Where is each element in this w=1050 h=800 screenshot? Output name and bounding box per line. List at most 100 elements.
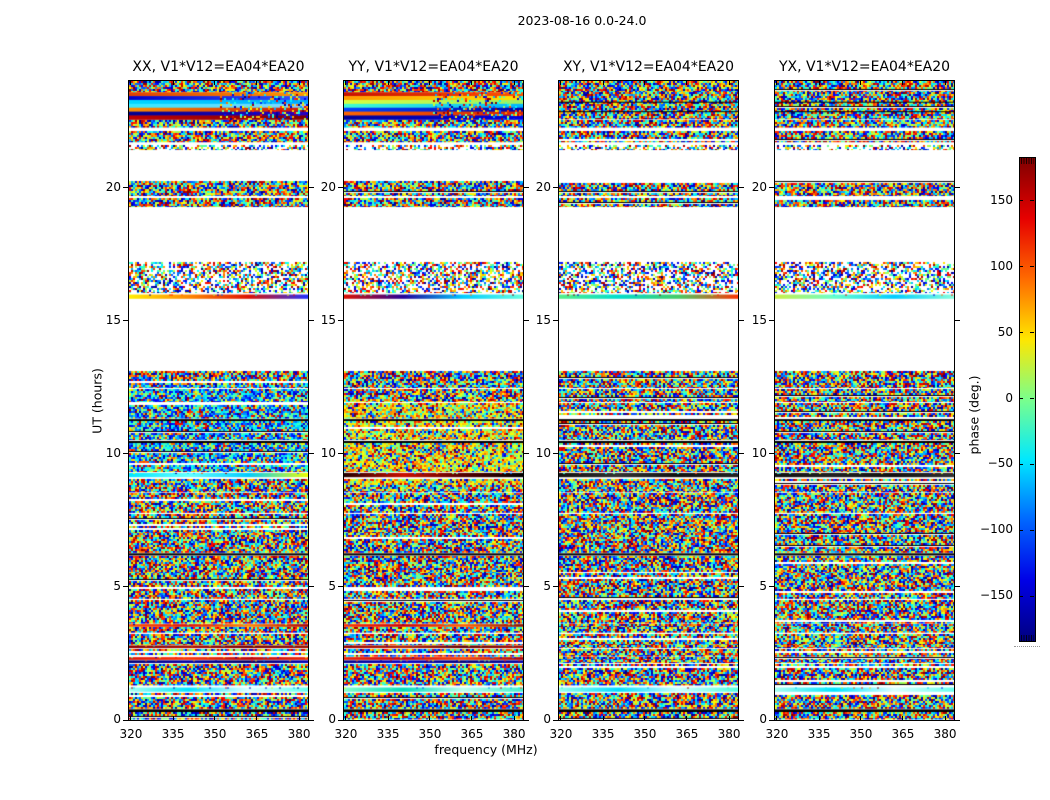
y-tick-mark — [123, 586, 128, 588]
panel-xy — [558, 80, 739, 721]
x-tick-mark — [298, 81, 300, 85]
x-tick-label: 350 — [418, 727, 442, 741]
y-tick-mark — [123, 719, 128, 721]
x-tick-label: 365 — [891, 727, 915, 741]
x-tick-mark — [728, 81, 730, 85]
colorbar-tick-label: −150 — [980, 588, 1013, 603]
y-tick-mark — [955, 320, 960, 322]
panel-canvas-xx — [129, 81, 308, 720]
y-tick-label: 15 — [105, 312, 121, 327]
panel-title-yy: YY, V1*V12=EA04*EA20 — [348, 59, 519, 75]
y-tick-label: 15 — [751, 312, 767, 327]
x-tick-mark — [513, 81, 515, 85]
x-tick-label: 320 — [765, 727, 789, 741]
y-tick-mark — [769, 586, 774, 588]
colorbar-tick-mark — [1019, 463, 1023, 465]
panel-canvas-yx — [775, 81, 954, 720]
x-tick-mark — [602, 716, 604, 720]
x-tick-mark — [345, 81, 347, 85]
colorbar-tick-label: 0 — [1005, 390, 1013, 405]
y-tick-mark — [338, 187, 343, 188]
colorbar — [1019, 157, 1036, 642]
colorbar-tick-mark — [1030, 595, 1034, 597]
y-tick-mark — [769, 187, 774, 188]
y-tick-mark — [553, 719, 558, 721]
x-tick-mark — [686, 716, 688, 720]
x-tick-mark — [860, 81, 862, 85]
y-tick-mark — [309, 320, 314, 322]
x-tick-mark — [130, 716, 132, 720]
x-tick-mark — [214, 81, 216, 85]
y-tick-mark — [123, 453, 128, 455]
y-tick-label: 0 — [759, 712, 767, 726]
x-tick-mark — [345, 716, 347, 720]
x-tick-mark — [776, 716, 778, 720]
colorbar-top-hatch-marks — [1021, 158, 1034, 164]
x-axis-label: frequency (MHz) — [434, 742, 538, 757]
x-tick-mark — [644, 716, 646, 720]
y-tick-label: 15 — [320, 312, 336, 327]
x-tick-mark — [818, 81, 820, 85]
colorbar-tick-mark — [1030, 529, 1034, 531]
x-tick-label: 380 — [717, 727, 741, 741]
x-tick-label: 365 — [675, 727, 699, 741]
y-tick-label: 10 — [535, 445, 551, 460]
x-tick-mark — [728, 716, 730, 720]
panel-yx — [774, 80, 955, 721]
x-tick-label: 380 — [502, 727, 526, 741]
y-tick-mark — [524, 320, 529, 322]
x-tick-mark — [471, 716, 473, 720]
y-tick-label: 5 — [543, 578, 551, 593]
x-tick-label: 335 — [807, 727, 831, 741]
x-tick-mark — [686, 81, 688, 85]
x-tick-label: 365 — [245, 727, 269, 741]
y-tick-label: 10 — [105, 445, 121, 460]
x-tick-mark — [214, 716, 216, 720]
x-tick-mark — [172, 716, 174, 720]
y-tick-label: 20 — [751, 179, 767, 194]
colorbar-tick-mark — [1019, 398, 1023, 399]
y-tick-mark — [524, 187, 529, 188]
y-tick-label: 10 — [751, 445, 767, 460]
y-tick-label: 5 — [328, 578, 336, 593]
figure-title: 2023-08-16 0.0-24.0 — [517, 13, 647, 28]
y-tick-label: 20 — [105, 179, 121, 194]
y-tick-label: 10 — [320, 445, 336, 460]
x-tick-mark — [902, 716, 904, 720]
y-tick-mark — [739, 320, 744, 322]
y-tick-mark — [739, 586, 744, 588]
x-tick-label: 380 — [287, 727, 311, 741]
y-tick-mark — [553, 320, 558, 322]
colorbar-tick-mark — [1019, 200, 1023, 202]
colorbar-dotted-line — [1014, 646, 1040, 647]
x-tick-mark — [256, 81, 258, 85]
panel-canvas-yy — [344, 81, 523, 720]
y-tick-mark — [553, 586, 558, 588]
y-tick-mark — [524, 586, 529, 588]
y-tick-mark — [739, 719, 744, 721]
panel-canvas-xy — [559, 81, 738, 720]
colorbar-tick-mark — [1030, 266, 1034, 268]
x-tick-mark — [860, 716, 862, 720]
colorbar-tick-label: −50 — [987, 456, 1013, 471]
x-tick-label: 350 — [633, 727, 657, 741]
y-tick-mark — [524, 453, 529, 455]
colorbar-bottom-hatch-marks — [1021, 635, 1034, 641]
colorbar-tick-mark — [1030, 332, 1034, 334]
y-tick-label: 20 — [320, 179, 336, 194]
y-tick-mark — [739, 187, 744, 188]
x-tick-mark — [429, 716, 431, 720]
x-tick-mark — [560, 81, 562, 85]
x-tick-mark — [387, 716, 389, 720]
y-tick-mark — [553, 453, 558, 455]
x-tick-label: 320 — [334, 727, 358, 741]
y-tick-mark — [739, 453, 744, 455]
y-tick-label: 20 — [535, 179, 551, 194]
colorbar-tick-mark — [1019, 266, 1023, 268]
y-tick-mark — [524, 719, 529, 721]
y-tick-label: 0 — [543, 712, 551, 726]
x-tick-label: 365 — [460, 727, 484, 741]
y-tick-mark — [769, 719, 774, 721]
panel-title-yx: YX, V1*V12=EA04*EA20 — [778, 59, 951, 75]
colorbar-tick-label: −100 — [980, 522, 1013, 537]
